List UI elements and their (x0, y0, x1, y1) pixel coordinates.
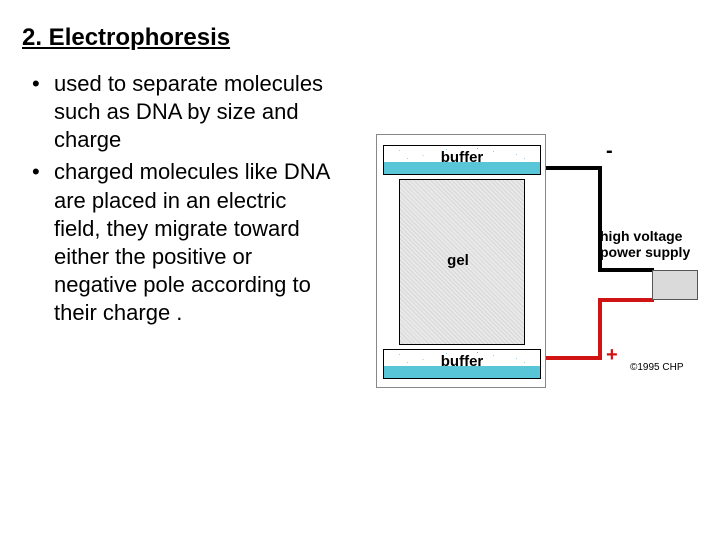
buffer-bottom-label: buffer (384, 353, 540, 370)
apparatus-box: buffer gel buffer (376, 134, 546, 388)
gel-label: gel (400, 252, 516, 269)
wire-positive (598, 298, 654, 302)
wire-positive (598, 298, 602, 360)
gel-block: gel (399, 179, 525, 345)
buffer-bottom: buffer (383, 349, 541, 379)
electrophoresis-diagram: buffer gel buffer - + high voltage power… (368, 134, 698, 394)
power-supply-label: high voltage power supply (600, 228, 710, 260)
bullet-item: used to separate molecules such as DNA b… (28, 70, 338, 154)
page-title: 2. Electrophoresis (22, 24, 230, 52)
buffer-top: buffer (383, 145, 541, 175)
buffer-top-label: buffer (384, 149, 540, 166)
bullet-list: used to separate molecules such as DNA b… (28, 70, 338, 331)
bullet-item: charged molecules like DNA are placed in… (28, 158, 338, 327)
copyright-text: ©1995 CHP (630, 362, 684, 373)
wire-negative (598, 268, 654, 272)
wire-positive (546, 356, 602, 360)
wire-negative (546, 166, 602, 170)
negative-terminal-sign: - (606, 140, 613, 163)
power-supply-box (652, 270, 698, 300)
positive-terminal-sign: + (606, 344, 618, 367)
